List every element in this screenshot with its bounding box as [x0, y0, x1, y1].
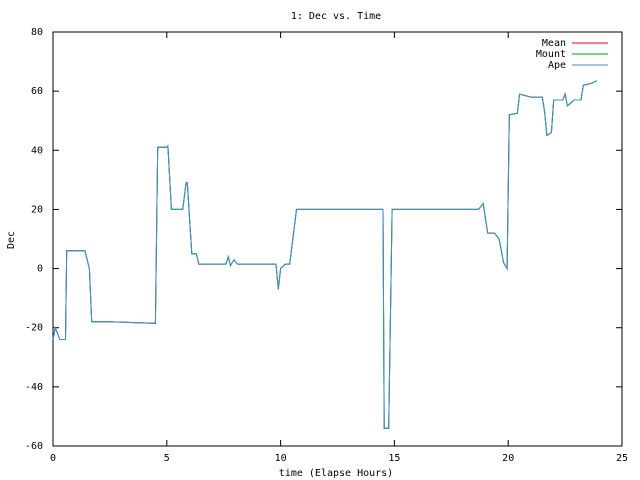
series-line — [52, 80, 598, 429]
y-tick-label: -60 — [25, 441, 43, 452]
y-tick-label: 60 — [31, 86, 43, 97]
chart-title: 1: Dec vs. Time — [291, 11, 381, 22]
x-tick-label: 0 — [50, 453, 56, 464]
x-tick-label: 15 — [388, 453, 400, 464]
y-axis-label: Dec — [6, 231, 17, 249]
y-tick-label: 40 — [31, 145, 43, 156]
legend-label: Mount — [536, 49, 566, 60]
y-tick-label: 80 — [31, 27, 43, 38]
y-tick-label: -40 — [25, 382, 43, 393]
y-tick-label: 20 — [31, 204, 43, 215]
plot-frame — [52, 31, 623, 447]
series-line — [52, 80, 598, 429]
y-tick-label: -20 — [25, 323, 43, 334]
legend-label: Mean — [542, 38, 566, 49]
x-tick-label: 10 — [275, 453, 287, 464]
series-line — [52, 80, 598, 429]
x-tick-label: 20 — [502, 453, 514, 464]
x-tick-label: 25 — [616, 453, 628, 464]
y-tick-label: 0 — [37, 264, 43, 275]
x-tick-label: 5 — [164, 453, 170, 464]
x-axis-label: time (Elapse Hours) — [279, 468, 393, 479]
legend-label: Ape — [548, 60, 566, 71]
